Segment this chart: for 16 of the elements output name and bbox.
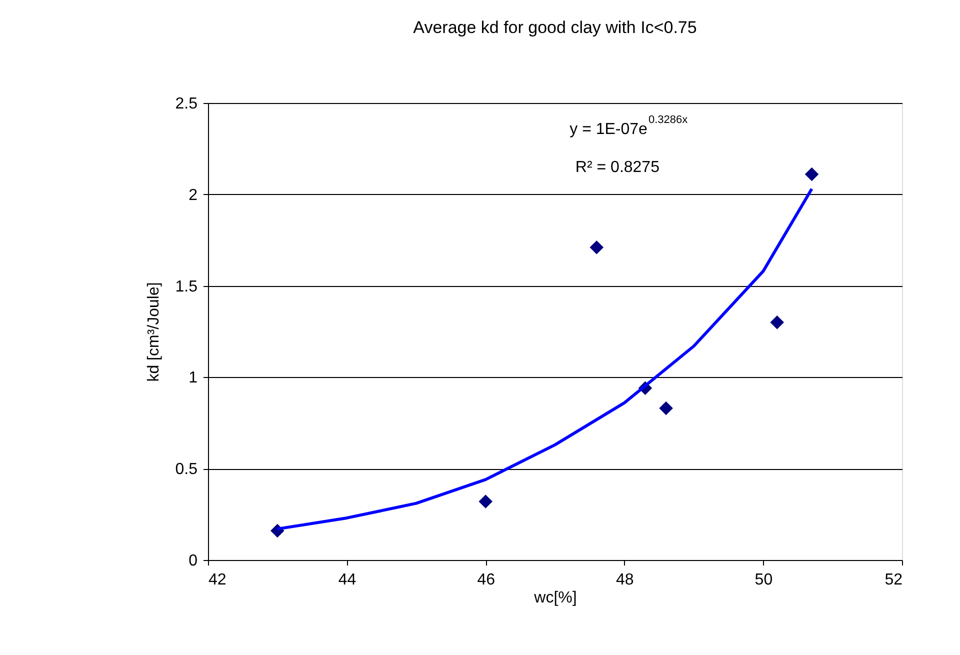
annotation: R² = 0.8275 (575, 159, 660, 176)
x-tick-label: 42 (208, 572, 226, 588)
y-tick-label: 0.5 (175, 461, 198, 478)
y-tick-label: 0 (188, 552, 198, 570)
x-tick-label: 52 (884, 572, 903, 588)
y-tick-label: 2.5 (175, 96, 198, 112)
x-tick-label: 46 (477, 572, 496, 588)
chart-title: Average kd for good clay with Ic<0.75 (413, 18, 697, 37)
x-tick-label: 48 (616, 572, 634, 588)
y-axis-title: kd [cm³/Joule] (145, 282, 162, 382)
y-tick-label: 2 (188, 186, 198, 204)
x-axis-title: wc[%] (533, 590, 577, 606)
y-tick-label: 1.5 (175, 278, 198, 296)
x-tick-label: 50 (754, 572, 773, 588)
y-tick-label: 1 (188, 370, 198, 387)
x-tick-label: 44 (338, 572, 356, 588)
